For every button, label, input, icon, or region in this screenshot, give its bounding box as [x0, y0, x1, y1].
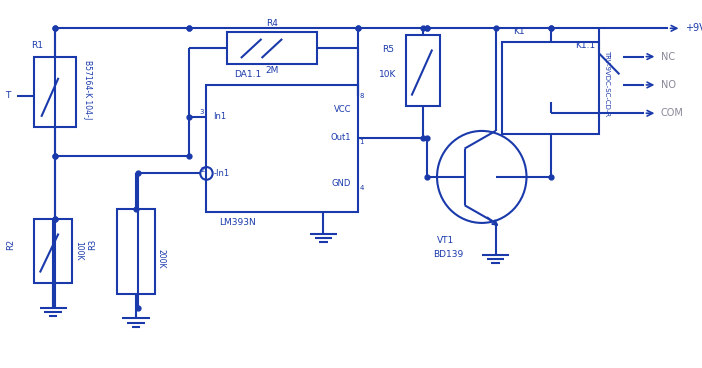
Bar [34, 57, 76, 127]
Text: K1.1: K1.1 [575, 42, 595, 50]
Text: 10K: 10K [378, 70, 396, 79]
Text: 4: 4 [359, 184, 364, 191]
Text: In1: In1 [213, 112, 227, 121]
Bar [206, 85, 358, 212]
Text: R2: R2 [6, 238, 15, 250]
Text: NC: NC [661, 52, 675, 61]
Text: R3: R3 [88, 238, 98, 250]
Bar [503, 42, 599, 134]
Text: 8: 8 [359, 92, 364, 99]
Text: +9V: +9V [684, 23, 702, 33]
Text: 2M: 2M [265, 66, 279, 75]
Text: VT1: VT1 [437, 236, 454, 245]
Text: TRV-9VDC-SC-CD-R: TRV-9VDC-SC-CD-R [604, 50, 610, 116]
Text: GND: GND [331, 180, 351, 188]
Text: R4: R4 [266, 19, 278, 28]
Text: T: T [5, 91, 11, 100]
Text: K1: K1 [512, 27, 524, 36]
Text: LM393N: LM393N [219, 219, 256, 227]
Text: BD139: BD139 [434, 250, 464, 259]
Text: DA1.1: DA1.1 [234, 70, 261, 79]
Text: NO: NO [661, 80, 676, 90]
Text: 100K: 100K [74, 241, 84, 261]
Text: VCC: VCC [333, 105, 351, 114]
Text: Out1: Out1 [331, 134, 351, 142]
Text: COM: COM [661, 108, 684, 118]
Bar [34, 219, 72, 283]
Text: -In1: -In1 [213, 169, 230, 178]
Text: 3: 3 [200, 109, 204, 115]
Text: R1: R1 [31, 42, 43, 50]
Text: R5: R5 [382, 45, 394, 54]
Text: B57164-K 104-J: B57164-K 104-J [83, 60, 91, 120]
Text: 1: 1 [359, 138, 364, 145]
Text: 2: 2 [200, 167, 204, 173]
Bar [117, 209, 155, 294]
Bar [227, 32, 317, 64]
Text: 200K: 200K [157, 248, 166, 268]
Bar [406, 35, 440, 106]
